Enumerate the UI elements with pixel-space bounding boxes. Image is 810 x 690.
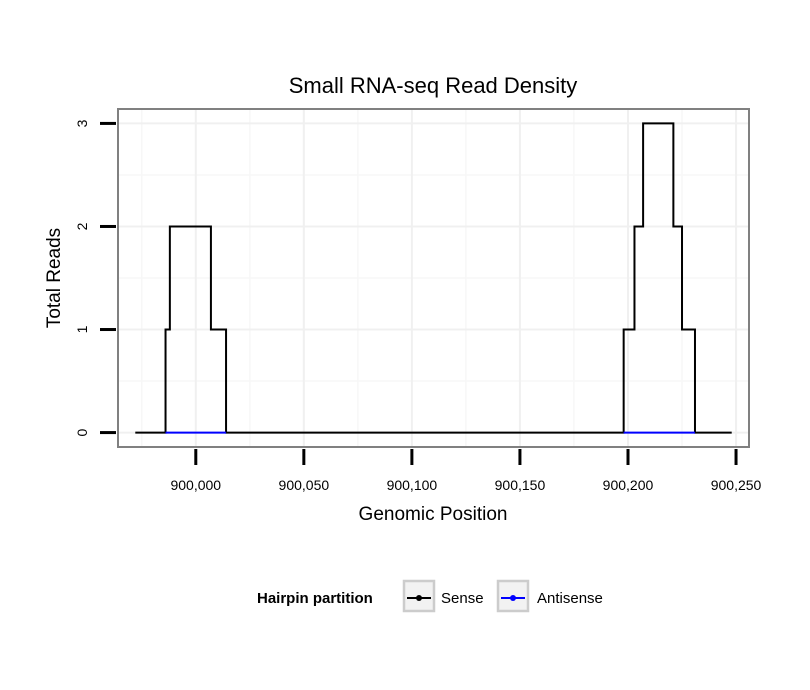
- plot-panel-border: [117, 108, 750, 448]
- series-lines: [135, 122, 732, 434]
- x-tick-label-2: 900,100: [387, 477, 438, 493]
- y-tick-label-0: 0: [74, 428, 90, 436]
- axes: 900,000 900,050 900,100 900,150 900,200 900,2…: [74, 119, 762, 493]
- x-tick-label-1: 900,050: [279, 477, 330, 493]
- x-axis-label: Genomic Position: [359, 504, 508, 525]
- legend-label-antisense: Antisense: [537, 590, 603, 607]
- y-tick-label-1: 1: [74, 325, 90, 333]
- legend-point-antisense: [510, 595, 516, 601]
- series-line-sense: [135, 122, 732, 434]
- legend-label-sense: Sense: [441, 590, 484, 607]
- chart-title: Small RNA-seq Read Density: [289, 73, 578, 98]
- y-tick-label-2: 2: [74, 222, 90, 230]
- legend-entry-antisense: Antisense: [496, 579, 603, 613]
- x-tick-label-0: 900,000: [170, 477, 221, 493]
- x-tick-label-4: 900,200: [603, 477, 654, 493]
- grid: [118, 109, 749, 447]
- x-tick-label-5: 900,250: [711, 477, 762, 493]
- legend-title: Hairpin partition: [257, 590, 373, 607]
- y-axis-label: Total Reads: [44, 228, 65, 328]
- x-tick-label-3: 900,150: [495, 477, 546, 493]
- legend: Hairpin partition Sense Antisense: [257, 579, 603, 613]
- legend-entry-sense: Sense: [402, 579, 484, 613]
- legend-point-sense: [416, 595, 422, 601]
- y-tick-label-3: 3: [74, 119, 90, 127]
